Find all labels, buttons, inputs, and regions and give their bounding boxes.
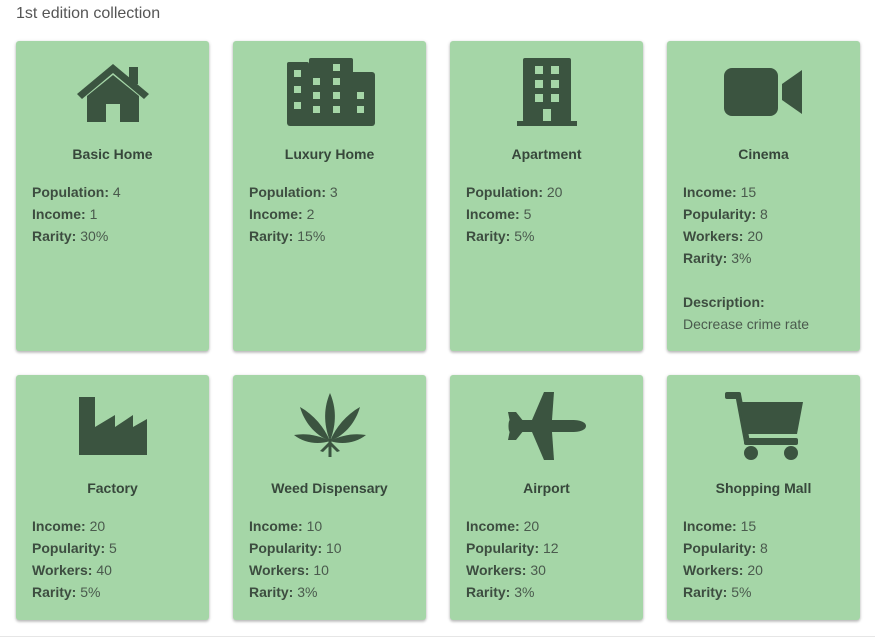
description-text: Decrease crime rate	[683, 316, 810, 332]
stat-rarity: Rarity: 5%	[466, 228, 535, 244]
stat-workers: Workers: 30	[466, 562, 546, 578]
stat-income: Income: 20	[32, 518, 106, 534]
card-title: Cinema	[738, 146, 789, 162]
airplane-icon	[450, 389, 643, 463]
stat-rarity: Rarity: 5%	[683, 584, 752, 600]
stat-rarity: Rarity: 3%	[683, 250, 752, 266]
card-airport[interactable]: Airport Income: 20 Popularity: 12 Worker…	[450, 375, 643, 620]
card-luxury-home[interactable]: Luxury Home Population: 3 Income: 2 Rari…	[233, 41, 426, 351]
card-title: Apartment	[511, 146, 582, 162]
card-title: Weed Dispensary	[271, 480, 388, 496]
card-title: Shopping Mall	[715, 480, 812, 496]
stat-rarity: Rarity: 15%	[249, 228, 326, 244]
card-title: Airport	[523, 480, 570, 496]
card-stats: Income: 20 Popularity: 12 Workers: 30 Ra…	[466, 518, 635, 606]
stat-workers: Workers: 20	[683, 228, 763, 244]
stat-population: Population: 4	[32, 184, 121, 200]
stat-income: Income: 5	[466, 206, 532, 222]
card-title: Basic Home	[72, 146, 153, 162]
card-apartment[interactable]: Apartment Population: 20 Income: 5 Rarit…	[450, 41, 643, 351]
stat-income: Income: 1	[32, 206, 98, 222]
card-stats: Population: 20 Income: 5 Rarity: 5%	[466, 184, 635, 250]
card-stats: Income: 15 Popularity: 8 Workers: 20 Rar…	[683, 518, 852, 606]
cannabis-leaf-icon	[233, 389, 426, 463]
factory-icon	[16, 389, 209, 463]
stat-popularity: Popularity: 5	[32, 540, 117, 556]
stat-rarity: Rarity: 30%	[32, 228, 109, 244]
description-label: Description:	[683, 294, 765, 310]
card-title: Luxury Home	[284, 146, 375, 162]
card-cinema[interactable]: Cinema Income: 15 Popularity: 8 Workers:…	[667, 41, 860, 351]
card-basic-home[interactable]: Basic Home Population: 4 Income: 1 Rarit…	[16, 41, 209, 351]
card-stats: Income: 20 Popularity: 5 Workers: 40 Rar…	[32, 518, 201, 606]
stat-rarity: Rarity: 3%	[249, 584, 318, 600]
stat-popularity: Popularity: 8	[683, 206, 768, 222]
stat-population: Population: 3	[249, 184, 338, 200]
collection-title: 1st edition collection	[16, 5, 161, 22]
video-camera-icon	[667, 55, 860, 129]
stat-workers: Workers: 20	[683, 562, 763, 578]
stat-income: Income: 10	[249, 518, 323, 534]
stat-rarity: Rarity: 5%	[32, 584, 101, 600]
divider	[0, 636, 875, 637]
stat-income: Income: 15	[683, 518, 757, 534]
stat-income: Income: 15	[683, 184, 757, 200]
home-icon	[16, 55, 209, 129]
stat-rarity: Rarity: 3%	[466, 584, 535, 600]
card-stats: Population: 3 Income: 2 Rarity: 15%	[249, 184, 418, 250]
card-stats: Income: 15 Popularity: 8 Workers: 20 Rar…	[683, 184, 852, 338]
stat-workers: Workers: 40	[32, 562, 112, 578]
stat-popularity: Popularity: 8	[683, 540, 768, 556]
card-factory[interactable]: Factory Income: 20 Popularity: 5 Workers…	[16, 375, 209, 620]
card-stats: Population: 4 Income: 1 Rarity: 30%	[32, 184, 201, 250]
card-stats: Income: 10 Popularity: 10 Workers: 10 Ra…	[249, 518, 418, 606]
building-icon	[450, 55, 643, 129]
stat-income: Income: 20	[466, 518, 540, 534]
shopping-cart-icon	[667, 389, 860, 463]
stat-popularity: Popularity: 10	[249, 540, 342, 556]
card-title: Factory	[87, 480, 138, 496]
stat-popularity: Popularity: 12	[466, 540, 559, 556]
stat-income: Income: 2	[249, 206, 315, 222]
card-shopping-mall[interactable]: Shopping Mall Income: 15 Popularity: 8 W…	[667, 375, 860, 620]
city-icon	[233, 55, 426, 129]
stat-population: Population: 20	[466, 184, 563, 200]
card-weed-dispensary[interactable]: Weed Dispensary Income: 10 Popularity: 1…	[233, 375, 426, 620]
stat-workers: Workers: 10	[249, 562, 329, 578]
